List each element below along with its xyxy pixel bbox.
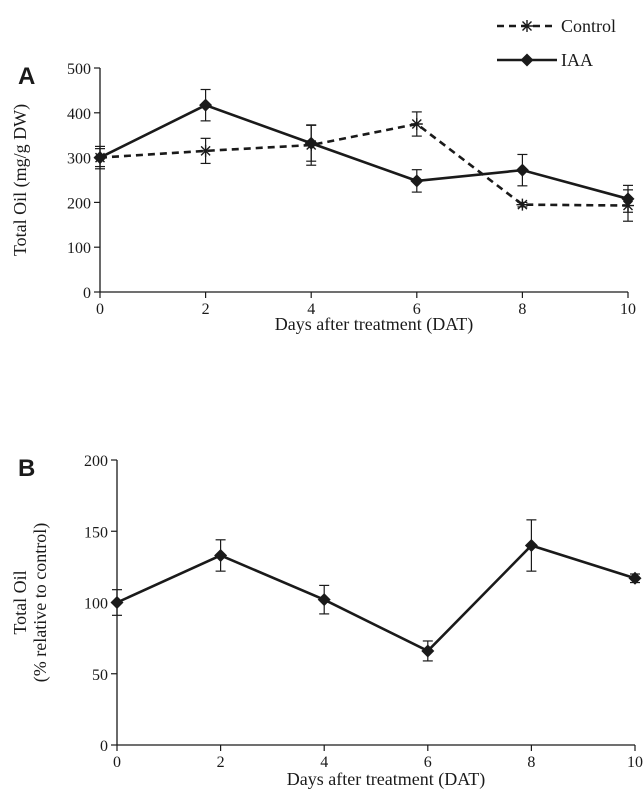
data-point [421,644,435,658]
data-point [515,163,529,177]
x-tick-label: 2 [217,754,225,771]
x-tick-label: 0 [113,754,121,771]
chart-b: B 0 50 100 150 200 0 2 4 6 8 10 Days after treatment… [10,453,643,790]
data-point [410,118,423,130]
y-tick-label: 150 [84,524,108,541]
y-tick-label: 0 [100,738,108,755]
x-tick-label: 8 [527,754,535,771]
series-control [94,111,634,222]
data-point [621,192,635,206]
data-point [199,98,213,112]
marker-stroke [199,144,212,157]
series-line [99,103,629,201]
y-tick-label: 500 [67,61,91,78]
y-axis-title-line: Total Oil [10,570,30,634]
series-line [99,122,629,207]
series-1 [110,519,642,662]
legend: Control IAA [497,16,616,70]
data-point [516,198,529,211]
marker-stroke [410,118,423,130]
panel-letter: A [18,63,35,90]
y-tick-label: 0 [83,285,91,302]
x-axis-title: Days after treatment (DAT) [287,769,485,790]
panel-letter: B [18,455,35,482]
y-tick-label: 400 [67,106,91,123]
data-point [410,174,424,188]
data-point [110,596,124,609]
legend-label: Control [561,16,616,36]
y-axis-title: Total Oil (mg/g DW) [10,104,31,256]
data-point [317,593,331,607]
data-point [93,151,107,165]
x-tick-label: 6 [413,301,421,318]
data-point [304,136,318,150]
data-point [214,548,228,562]
marker-stroke [516,198,529,211]
x-tick-label: 0 [96,301,104,318]
legend-marker [521,20,533,32]
legend-label: IAA [561,50,593,70]
x-tick-label: 4 [320,754,328,771]
y-tick-label: 200 [67,195,91,212]
y-tick-label: 200 [84,453,108,470]
y-tick-label: 300 [67,151,91,168]
series-iaa [93,88,635,213]
data-point [628,571,642,585]
x-tick-label: 6 [424,754,432,771]
y-axis-title-line: (% relative to control) [30,523,51,682]
data-point [524,539,538,552]
x-tick-label: 2 [202,301,210,318]
marker-stroke [521,20,533,32]
series-line [116,544,636,653]
x-tick-label: 4 [307,301,315,318]
y-tick-label: 100 [84,596,108,613]
y-tick-label: 100 [67,240,91,257]
y-tick-label: 50 [92,667,108,684]
x-axis-title: Days after treatment (DAT) [275,314,473,335]
x-tick-label: 10 [627,754,643,771]
x-tick-label: 10 [620,301,636,318]
data-point [199,144,212,157]
chart-a: A 0 100 200 300 400 500 0 2 4 6 8 10 Days after treat… [10,16,636,335]
x-tick-label: 8 [518,301,526,318]
legend-marker [520,53,534,67]
